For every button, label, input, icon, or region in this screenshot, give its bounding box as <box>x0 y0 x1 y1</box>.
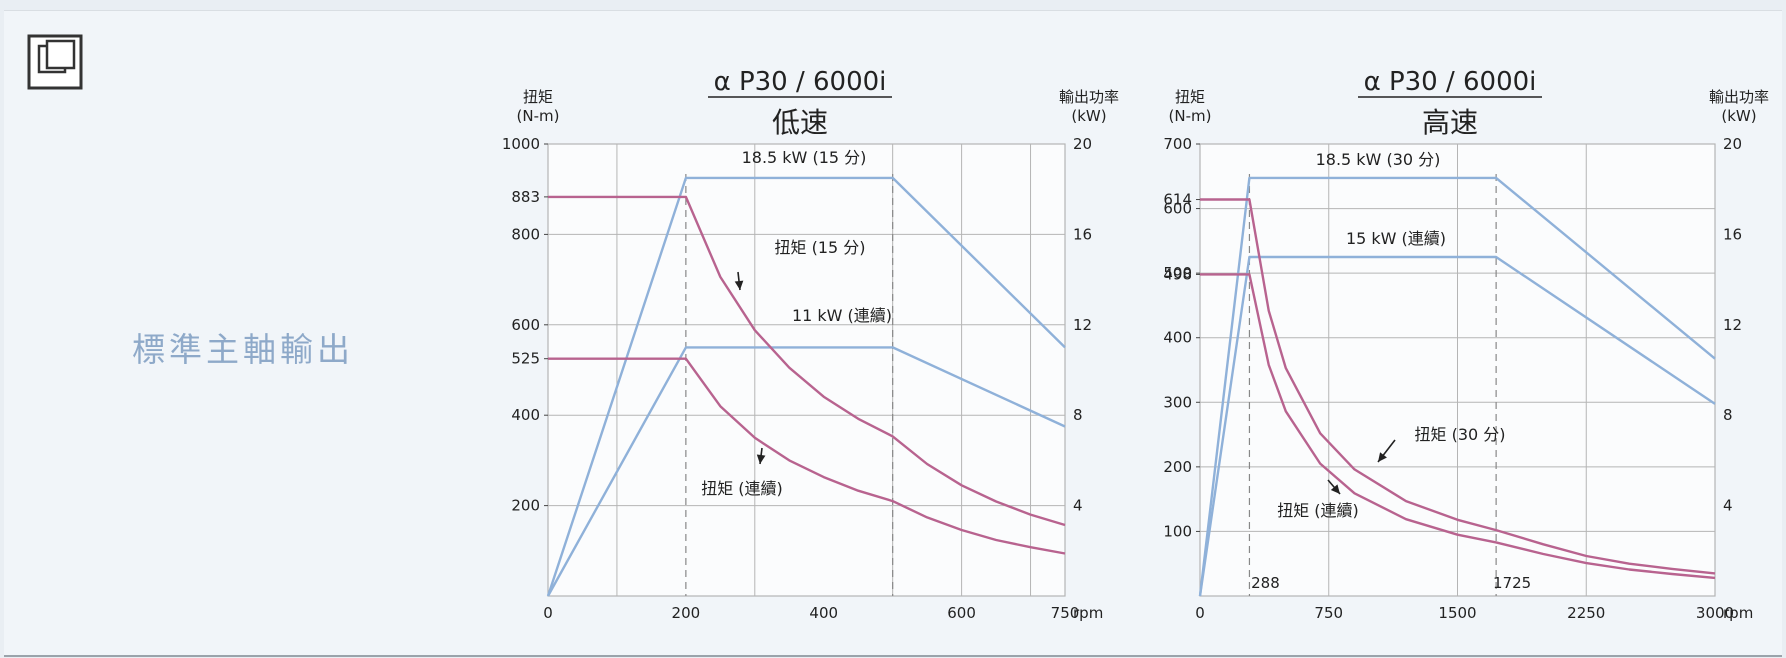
y-left-tick-label: 498 <box>1163 265 1192 283</box>
y-left-tick-label: 200 <box>1163 458 1192 476</box>
y-left-tick-label: 100 <box>1163 522 1192 540</box>
x-tick-label: 0 <box>1195 604 1205 622</box>
power-curve <box>546 346 1066 597</box>
expand-window-button[interactable] <box>26 33 84 91</box>
curve-annotation: 11 kW (連續) <box>792 306 892 325</box>
torque-curve <box>548 195 1066 527</box>
y-right-tick-label: 20 <box>1723 135 1742 153</box>
curve-annotation: 扭矩 (30 分) <box>1414 425 1505 444</box>
y-left-tick-label: 525 <box>511 350 540 368</box>
y-right-tick-label: 20 <box>1073 135 1092 153</box>
x-tick-label: 2250 <box>1567 604 1605 622</box>
y-right-tick-label: 16 <box>1073 225 1092 243</box>
x-tick-label: 0 <box>543 604 553 622</box>
curve-annotation: 18.5 kW (15 分) <box>742 148 867 167</box>
x-tick-label: 1500 <box>1438 604 1476 622</box>
y-right-tick-label: 16 <box>1723 225 1742 243</box>
y-right-label: 輸出功率 <box>1709 88 1769 106</box>
section-label: 標準主軸輸出 <box>132 330 354 369</box>
rpm-marker-label: 1725 <box>1493 574 1531 592</box>
x-tick-label: 750 <box>1314 604 1343 622</box>
y-left-tick-label: 1000 <box>502 135 540 153</box>
y-left-tick-label: 400 <box>1163 329 1192 347</box>
y-right-unit: (kW) <box>1071 107 1106 125</box>
curve-annotation: 扭矩 (連續) <box>1277 501 1359 520</box>
curve-annotation: 扭矩 (連續) <box>701 479 783 498</box>
y-right-unit: (kW) <box>1721 107 1756 125</box>
y-left-tick-label: 883 <box>511 188 540 206</box>
chart-subtitle: 低速 <box>772 106 828 139</box>
chart-subtitle: 高速 <box>1422 106 1478 139</box>
x-unit-label: rpm <box>1723 604 1753 622</box>
chart-title: α P30 / 6000i <box>1364 67 1537 97</box>
annotation-arrowhead <box>1330 484 1340 494</box>
torque-curve <box>1200 198 1716 575</box>
y-right-label: 輸出功率 <box>1059 88 1119 106</box>
curve-annotation: 扭矩 (15 分) <box>774 238 865 257</box>
y-right-tick-label: 4 <box>1073 497 1083 515</box>
x-unit-label: rpm <box>1073 604 1103 622</box>
annotation-arrowhead <box>734 280 744 290</box>
expand-window-icon <box>27 34 83 90</box>
plot-area <box>547 143 1066 597</box>
rpm-marker-label: 288 <box>1251 574 1280 592</box>
y-right-tick-label: 4 <box>1723 497 1733 515</box>
torque-curve <box>1200 273 1716 580</box>
x-tick-label: 600 <box>947 604 976 622</box>
x-tick-label: 3000 <box>1696 604 1734 622</box>
curve-annotation: 15 kW (連續) <box>1346 229 1446 248</box>
annotation-arrowhead <box>756 454 766 464</box>
y-left-tick-label: 700 <box>1163 135 1192 153</box>
y-right-tick-label: 8 <box>1723 406 1733 424</box>
torque-curve <box>548 357 1066 555</box>
x-tick-label: 750 <box>1051 604 1080 622</box>
y-left-tick-label: 200 <box>511 497 540 515</box>
y-right-tick-label: 12 <box>1073 316 1092 334</box>
annotation-arrowhead <box>1378 452 1387 462</box>
power-curve <box>1198 255 1716 597</box>
x-tick-label: 200 <box>672 604 701 622</box>
y-left-tick-label: 614 <box>1163 191 1192 209</box>
y-left-unit: (N-m) <box>517 107 560 125</box>
y-right-tick-label: 8 <box>1073 406 1083 424</box>
y-left-tick-label: 400 <box>511 406 540 424</box>
y-left-tick-label: 600 <box>1163 200 1192 218</box>
y-left-label: 扭矩 <box>523 88 553 106</box>
y-left-label: 扭矩 <box>1175 88 1205 106</box>
y-right-tick-label: 12 <box>1723 316 1742 334</box>
chart-title: α P30 / 6000i <box>714 67 887 97</box>
curve-annotation: 18.5 kW (30 分) <box>1316 150 1441 169</box>
x-tick-label: 400 <box>809 604 838 622</box>
y-left-tick-label: 600 <box>511 316 540 334</box>
y-left-unit: (N-m) <box>1169 107 1212 125</box>
y-left-tick-label: 300 <box>1163 393 1192 411</box>
y-left-tick-label: 500 <box>1163 264 1192 282</box>
y-left-tick-label: 800 <box>511 225 540 243</box>
power-curve <box>546 176 1066 597</box>
power-curve <box>1198 176 1716 597</box>
